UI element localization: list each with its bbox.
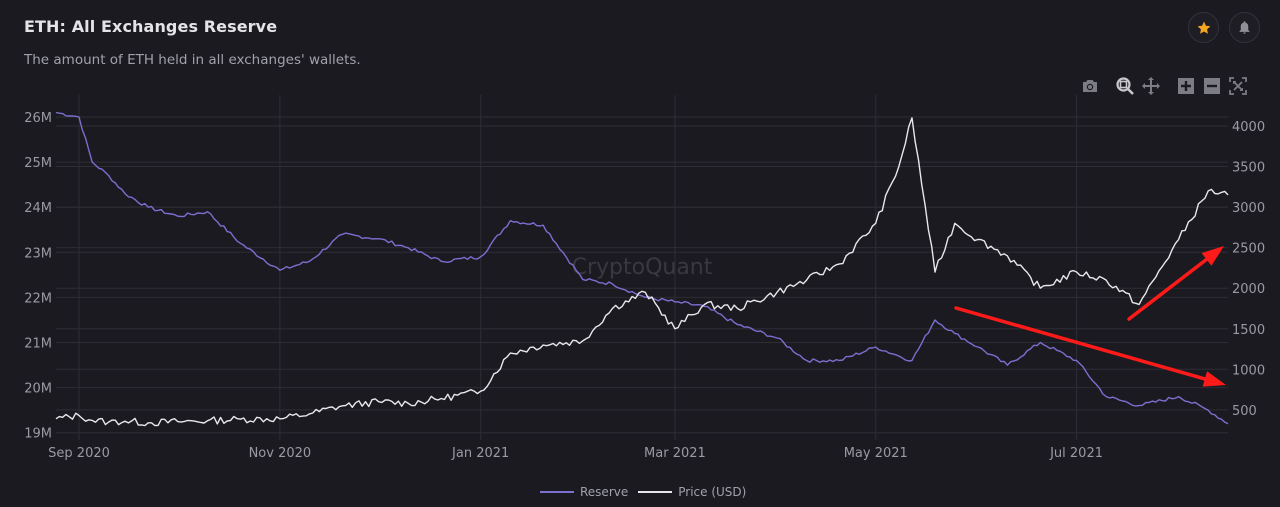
svg-text:24M: 24M — [24, 201, 52, 216]
zoom-box-icon[interactable] — [1115, 76, 1135, 96]
svg-text:500: 500 — [1232, 404, 1257, 419]
chart-axes: 19M 20M 21M 22M 23M 24M 25M 26M 500 1000 1500 2000 2… — [24, 111, 1265, 461]
watermark: CryptoQuant — [572, 255, 713, 280]
page-title: ETH: All Exchanges Reserve — [24, 17, 278, 36]
legend-swatch-price — [638, 491, 673, 493]
svg-text:May 2021: May 2021 — [844, 446, 908, 461]
bell-icon — [1239, 21, 1250, 34]
legend-label-reserve: Reserve — [580, 485, 629, 499]
page-subtitle: The amount of ETH held in all exchanges'… — [24, 52, 361, 68]
svg-text:Jul 2021: Jul 2021 — [1049, 446, 1103, 461]
favorite-button[interactable] — [1188, 12, 1219, 43]
legend-label-price: Price (USD) — [678, 485, 747, 499]
svg-text:1500: 1500 — [1232, 323, 1265, 338]
alert-button[interactable] — [1229, 12, 1260, 43]
zoom-in-icon[interactable] — [1176, 76, 1196, 96]
chart-series — [55, 111, 1229, 427]
svg-text:26M: 26M — [24, 111, 52, 126]
legend-item-price[interactable]: Price (USD) — [638, 485, 746, 499]
pan-icon[interactable] — [1141, 76, 1161, 96]
svg-text:21M: 21M — [24, 337, 52, 352]
svg-text:3500: 3500 — [1232, 161, 1265, 176]
svg-text:3000: 3000 — [1232, 201, 1265, 216]
autoscale-icon[interactable] — [1228, 76, 1248, 96]
svg-text:20M: 20M — [24, 382, 52, 397]
svg-text:23M: 23M — [24, 246, 52, 261]
svg-text:4000: 4000 — [1232, 120, 1265, 135]
svg-text:Mar 2021: Mar 2021 — [644, 446, 706, 461]
chart-legend: Reserve Price (USD) — [540, 485, 756, 499]
chart-grid — [56, 95, 1228, 440]
zoom-out-icon[interactable] — [1202, 76, 1222, 96]
legend-swatch-reserve — [540, 491, 574, 493]
star-icon — [1197, 21, 1210, 34]
legend-item-reserve[interactable]: Reserve — [540, 485, 628, 499]
svg-text:1000: 1000 — [1232, 363, 1265, 378]
svg-text:2000: 2000 — [1232, 282, 1265, 297]
svg-text:2500: 2500 — [1232, 242, 1265, 257]
svg-text:25M: 25M — [24, 156, 52, 171]
svg-text:Nov 2020: Nov 2020 — [249, 446, 312, 461]
svg-text:19M: 19M — [24, 427, 52, 442]
trend-arrows — [954, 246, 1226, 387]
svg-text:22M: 22M — [24, 291, 52, 306]
camera-icon[interactable] — [1080, 76, 1100, 96]
svg-text:Jan 2021: Jan 2021 — [451, 446, 509, 461]
svg-text:Sep 2020: Sep 2020 — [48, 446, 110, 461]
